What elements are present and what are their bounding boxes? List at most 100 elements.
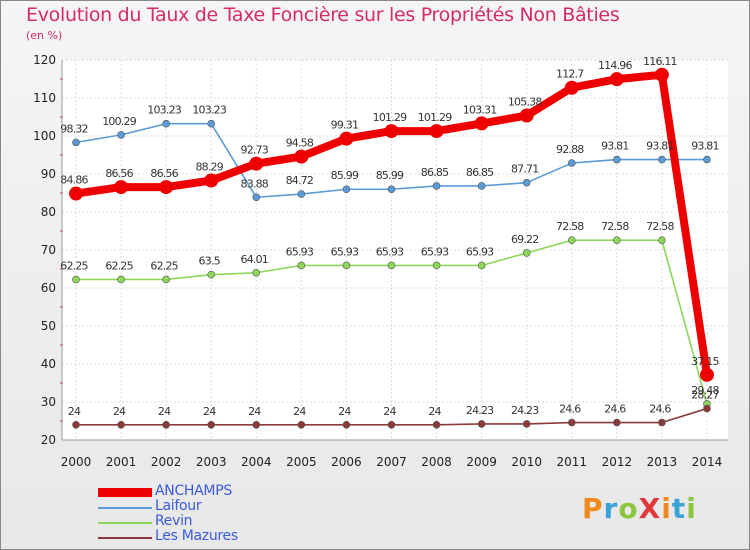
data-label-laifour: 98.32 bbox=[60, 122, 88, 135]
data-point-laifour bbox=[613, 155, 621, 164]
data-point-anchamps bbox=[429, 124, 444, 139]
y-tick-label: 60 bbox=[41, 281, 56, 295]
x-tick-label: 2004 bbox=[241, 455, 272, 469]
data-label-revin: 72.58 bbox=[646, 220, 674, 233]
data-point-les-mazures bbox=[117, 420, 125, 429]
data-label-revin: 69.22 bbox=[511, 233, 539, 246]
x-tick-label: 2002 bbox=[151, 455, 182, 469]
data-label-anchamps: 37.15 bbox=[691, 355, 719, 368]
data-point-revin bbox=[567, 236, 576, 244]
data-point-revin bbox=[297, 261, 306, 270]
data-label-revin: 62.25 bbox=[105, 259, 133, 272]
data-point-les-mazures bbox=[567, 418, 576, 427]
data-label-les-mazures: 24 bbox=[383, 405, 396, 418]
data-label-anchamps: 105.38 bbox=[508, 96, 542, 109]
data-label-les-mazures: 24 bbox=[338, 405, 351, 418]
data-label-revin: 64.01 bbox=[241, 253, 269, 266]
data-label-anchamps: 101.29 bbox=[418, 111, 452, 124]
data-point-revin bbox=[477, 261, 486, 270]
data-point-laifour bbox=[432, 182, 441, 190]
data-label-anchamps: 116.11 bbox=[643, 55, 677, 68]
data-point-anchamps bbox=[204, 173, 219, 188]
data-point-anchamps bbox=[114, 180, 129, 195]
data-point-revin bbox=[162, 275, 170, 284]
x-tick-label: 2014 bbox=[692, 455, 723, 469]
y-tick-label: 30 bbox=[41, 395, 56, 409]
y-tick-label: 50 bbox=[41, 319, 56, 333]
data-point-revin bbox=[387, 261, 396, 270]
chart-title: Evolution du Taux de Taxe Foncière sur l… bbox=[26, 4, 620, 26]
data-label-anchamps: 103.31 bbox=[463, 103, 497, 116]
data-point-les-mazures bbox=[522, 420, 531, 428]
data-label-laifour: 84.72 bbox=[286, 174, 314, 187]
chart-subtitle: (en %) bbox=[26, 29, 63, 42]
data-point-les-mazures bbox=[613, 418, 621, 427]
data-point-revin bbox=[342, 261, 351, 270]
data-point-revin bbox=[658, 236, 666, 244]
data-point-laifour bbox=[477, 182, 486, 190]
data-label-revin: 72.58 bbox=[601, 220, 629, 233]
y-tick-label: 20 bbox=[41, 433, 56, 447]
data-point-revin bbox=[72, 275, 80, 284]
data-label-les-mazures: 24.23 bbox=[511, 404, 539, 417]
data-label-les-mazures: 24.6 bbox=[604, 403, 626, 416]
data-point-les-mazures bbox=[658, 418, 666, 427]
data-label-anchamps: 86.56 bbox=[105, 167, 133, 180]
data-point-anchamps bbox=[159, 180, 174, 195]
data-label-laifour: 92.88 bbox=[556, 143, 584, 156]
data-point-les-mazures bbox=[387, 420, 396, 429]
legend-swatch-revin bbox=[98, 522, 152, 524]
data-label-laifour: 83.88 bbox=[241, 177, 269, 190]
data-label-anchamps: 94.58 bbox=[286, 137, 314, 150]
data-point-laifour bbox=[117, 131, 125, 139]
data-label-laifour: 103.23 bbox=[192, 104, 226, 117]
legend-label-revin: Revin bbox=[155, 513, 193, 529]
data-point-anchamps bbox=[294, 149, 309, 164]
data-point-revin bbox=[117, 275, 125, 284]
legend-swatch-laifour bbox=[98, 507, 152, 509]
data-point-laifour bbox=[297, 190, 306, 198]
data-point-les-mazures bbox=[297, 420, 306, 429]
data-label-laifour: 103.23 bbox=[147, 104, 181, 117]
data-point-les-mazures bbox=[432, 420, 441, 429]
proxiti-logo: ProXiti bbox=[582, 492, 697, 525]
data-label-les-mazures: 24 bbox=[113, 405, 126, 418]
data-point-laifour bbox=[387, 185, 396, 194]
legend-swatch-les-mazures bbox=[98, 537, 152, 539]
data-label-laifour: 93.81 bbox=[691, 140, 719, 153]
data-point-les-mazures bbox=[342, 420, 351, 429]
y-tick-label: 110 bbox=[33, 91, 56, 105]
data-label-laifour: 86.85 bbox=[421, 166, 449, 179]
data-label-les-mazures: 24.6 bbox=[559, 403, 581, 416]
data-point-anchamps bbox=[564, 80, 579, 95]
data-point-anchamps bbox=[609, 72, 624, 87]
data-label-laifour: 87.71 bbox=[511, 163, 539, 176]
data-point-anchamps bbox=[249, 156, 264, 171]
x-tick-label: 2011 bbox=[556, 455, 587, 469]
legend-label-anchamps: ANCHAMPS bbox=[155, 483, 232, 499]
data-point-revin bbox=[613, 236, 621, 244]
data-point-revin bbox=[522, 249, 531, 257]
x-tick-label: 2013 bbox=[647, 455, 678, 469]
data-label-revin: 65.93 bbox=[376, 245, 404, 258]
data-point-laifour bbox=[658, 155, 666, 164]
data-label-laifour: 85.99 bbox=[376, 169, 404, 182]
x-tick-label: 2005 bbox=[286, 455, 317, 469]
data-label-laifour: 86.85 bbox=[466, 166, 494, 179]
data-label-laifour: 93.81 bbox=[646, 140, 674, 153]
data-label-anchamps: 88.29 bbox=[195, 160, 223, 173]
data-point-les-mazures bbox=[252, 420, 261, 429]
data-label-les-mazures: 24 bbox=[428, 405, 441, 418]
x-tick-label: 2009 bbox=[466, 455, 497, 469]
data-label-les-mazures: 24.23 bbox=[466, 404, 494, 417]
data-label-laifour: 85.99 bbox=[331, 169, 359, 182]
data-point-les-mazures bbox=[72, 420, 80, 429]
data-point-anchamps bbox=[384, 124, 399, 139]
data-label-les-mazures: 28.27 bbox=[691, 389, 719, 402]
data-label-anchamps: 86.56 bbox=[150, 167, 178, 180]
data-point-revin bbox=[207, 270, 216, 279]
data-labels: 84.86 86.56 86.56 88.29 92.73 94.58 99.31 101.2… bbox=[60, 55, 720, 418]
data-point-laifour bbox=[567, 159, 576, 167]
data-label-les-mazures: 24 bbox=[68, 405, 81, 418]
